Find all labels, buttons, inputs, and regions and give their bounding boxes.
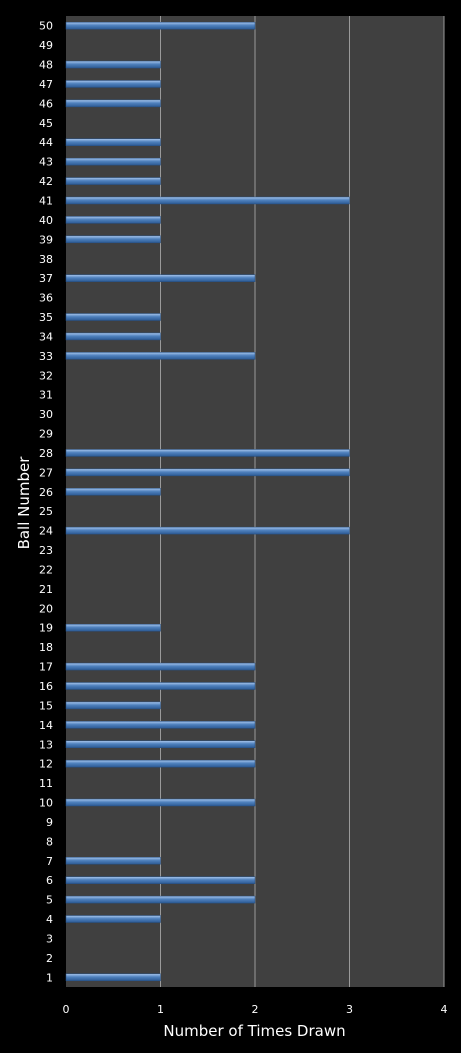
y-tick-label: 2 (46, 952, 53, 965)
bar (65, 196, 350, 205)
y-tick-label: 38 (39, 253, 53, 266)
y-tick-label: 40 (39, 214, 53, 227)
x-tick-labels: 0 1 2 3 4 (63, 1003, 448, 1016)
x-tick-label: 3 (346, 1003, 353, 1016)
y-tick-label: 50 (39, 20, 53, 33)
y-tick-label: 42 (39, 175, 53, 188)
y-tick-label: 46 (39, 97, 53, 110)
y-tick-label: 35 (39, 311, 53, 324)
bar (65, 759, 256, 768)
y-tick-label: 47 (39, 78, 53, 91)
y-tick-label: 16 (39, 680, 53, 693)
y-tick-label: 4 (46, 913, 53, 926)
bar (65, 332, 161, 341)
y-tick-label: 44 (39, 136, 53, 149)
y-tick-label: 36 (39, 292, 53, 305)
bar (65, 216, 161, 224)
x-tick-label: 4 (441, 1003, 448, 1016)
y-tick-label: 9 (46, 816, 53, 829)
bar (65, 895, 256, 904)
y-tick-label: 11 (39, 777, 53, 790)
x-tick-label: 2 (252, 1003, 259, 1016)
y-tick-label: 15 (39, 699, 53, 712)
bar (65, 99, 161, 108)
y-tick-label: 30 (39, 408, 53, 421)
bar (65, 623, 161, 632)
bar (65, 80, 161, 88)
y-tick-label: 29 (39, 428, 53, 441)
y-tick-label: 12 (39, 758, 53, 771)
y-tick-label: 33 (39, 350, 53, 363)
y-tick-label: 5 (46, 894, 53, 907)
bar (65, 857, 161, 865)
bar (65, 798, 256, 807)
y-tick-label: 31 (39, 389, 53, 402)
y-tick-label: 49 (39, 39, 53, 52)
y-tick-label: 26 (39, 486, 53, 499)
bar (65, 721, 256, 729)
y-tick-label: 41 (39, 194, 53, 207)
bar (65, 449, 350, 457)
bar (65, 157, 161, 166)
y-tick-label: 39 (39, 233, 53, 246)
x-tick-label: 1 (157, 1003, 164, 1016)
y-tick-label: 7 (46, 855, 53, 868)
y-tick-label: 28 (39, 447, 53, 460)
y-tick-label: 19 (39, 622, 53, 635)
bar (65, 973, 161, 982)
bar (65, 682, 256, 690)
bar (65, 177, 161, 185)
y-tick-label: 34 (39, 330, 53, 343)
bar (65, 526, 350, 535)
y-tick-label: 37 (39, 272, 53, 285)
y-tick-label: 13 (39, 738, 53, 751)
y-tick-label: 32 (39, 369, 53, 382)
y-tick-label: 21 (39, 583, 53, 596)
y-tick-label: 10 (39, 797, 53, 810)
bar (65, 352, 256, 360)
bar (65, 235, 161, 244)
bar (65, 21, 256, 30)
y-tick-label: 24 (39, 525, 53, 538)
y-tick-label: 6 (46, 874, 53, 887)
y-axis-title: Ball Number (15, 456, 33, 550)
y-tick-label: 3 (46, 932, 53, 945)
y-tick-label: 20 (39, 602, 53, 615)
bar (65, 138, 161, 146)
x-tick-label: 0 (63, 1003, 70, 1016)
y-tick-label: 1 (46, 971, 53, 984)
y-tick-label: 22 (39, 563, 53, 576)
bars (65, 21, 350, 982)
y-tick-label: 23 (39, 544, 53, 557)
bar (65, 740, 256, 748)
y-tick-label: 25 (39, 505, 53, 518)
y-tick-label: 43 (39, 156, 53, 169)
y-tick-label: 14 (39, 719, 53, 732)
y-tick-labels: 1234567891011121314151617181920212223242… (39, 20, 53, 985)
y-tick-label: 45 (39, 117, 53, 130)
y-tick-label: 48 (39, 59, 53, 72)
bar (65, 274, 256, 282)
x-axis-title: Number of Times Drawn (163, 1022, 345, 1040)
y-tick-label: 8 (46, 835, 53, 848)
y-tick-label: 18 (39, 641, 53, 654)
y-tick-label: 17 (39, 661, 53, 674)
bar (65, 915, 161, 923)
bar (65, 60, 161, 69)
bar (65, 313, 161, 321)
bar (65, 662, 256, 671)
bar (65, 876, 256, 884)
y-tick-label: 27 (39, 466, 53, 479)
bar (65, 488, 161, 496)
bar (65, 701, 161, 710)
bar (65, 468, 350, 477)
